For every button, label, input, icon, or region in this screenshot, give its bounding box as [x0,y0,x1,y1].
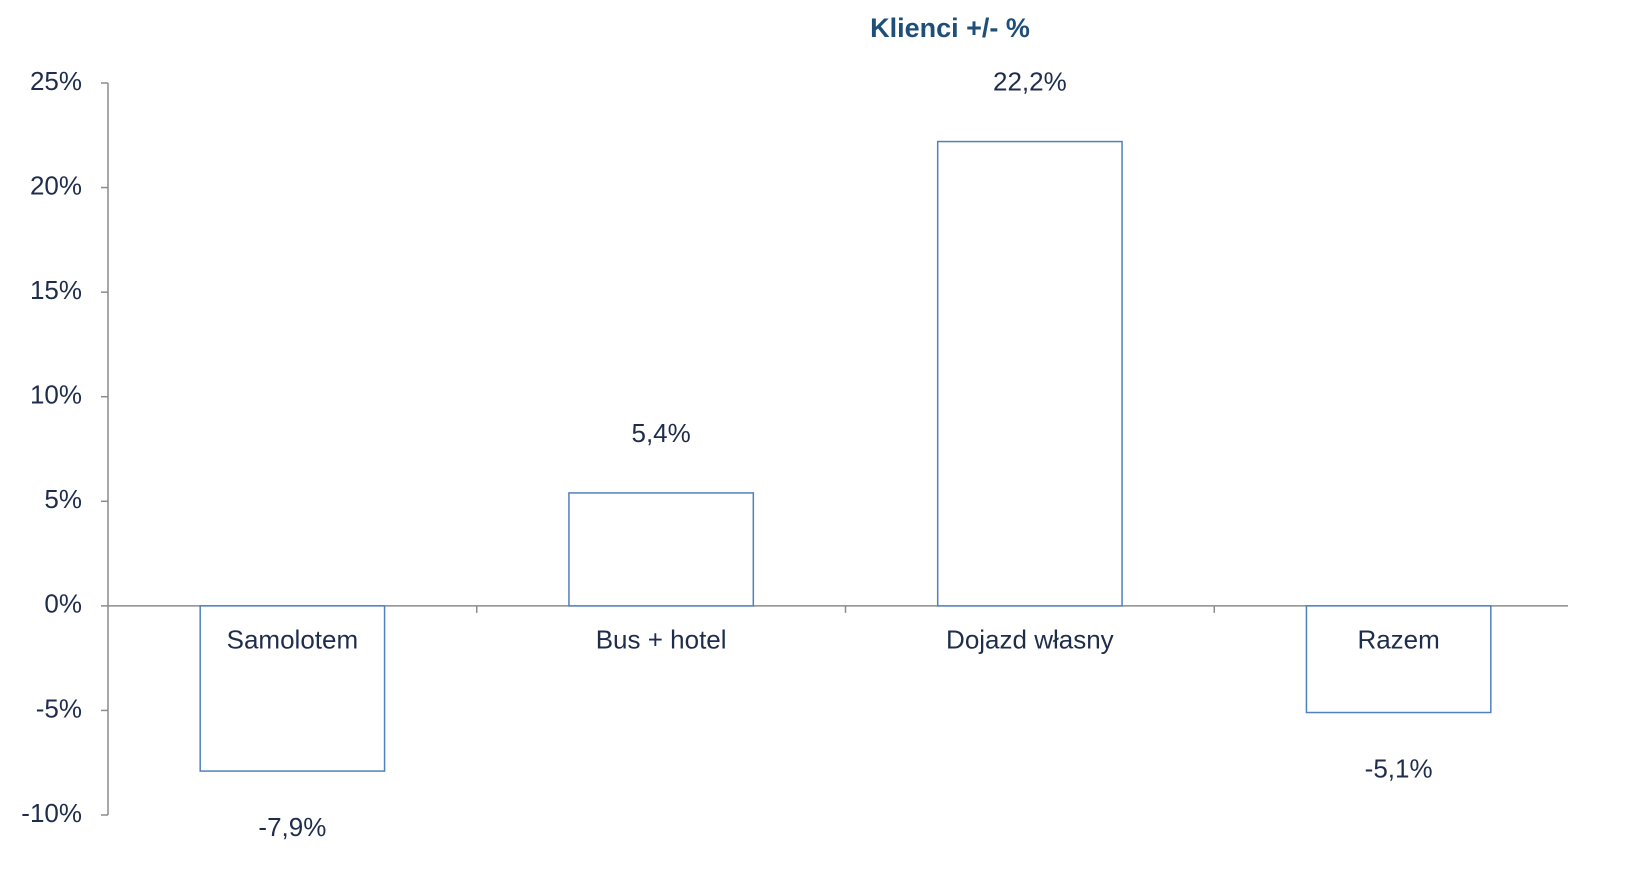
y-tick-label: 5% [44,484,82,514]
y-tick-label: 10% [30,380,82,410]
x-tick-label: Razem [1357,625,1439,655]
x-tick-label: Samolotem [227,625,359,655]
bar [1306,606,1490,713]
chart-title: Klienci +/- % [870,13,1030,43]
x-tick-label: Bus + hotel [596,625,727,655]
y-tick-label: -5% [36,693,82,723]
y-tick-label: -10% [21,798,82,828]
y-tick-label: 25% [30,66,82,96]
y-tick-label: 0% [44,589,82,619]
bar [569,493,753,606]
value-label: 5,4% [631,418,690,448]
y-tick-label: 20% [30,170,82,200]
value-label: 22,2% [993,66,1067,96]
bar [938,142,1122,606]
value-label: -5,1% [1365,753,1433,783]
y-tick-label: 15% [30,275,82,305]
x-tick-label: Dojazd własny [946,625,1114,655]
value-label: -7,9% [258,812,326,842]
chart: Klienci +/- % -10% -5% 0% 5% 10% 15% 20% 25% Sam… [0,0,1628,871]
